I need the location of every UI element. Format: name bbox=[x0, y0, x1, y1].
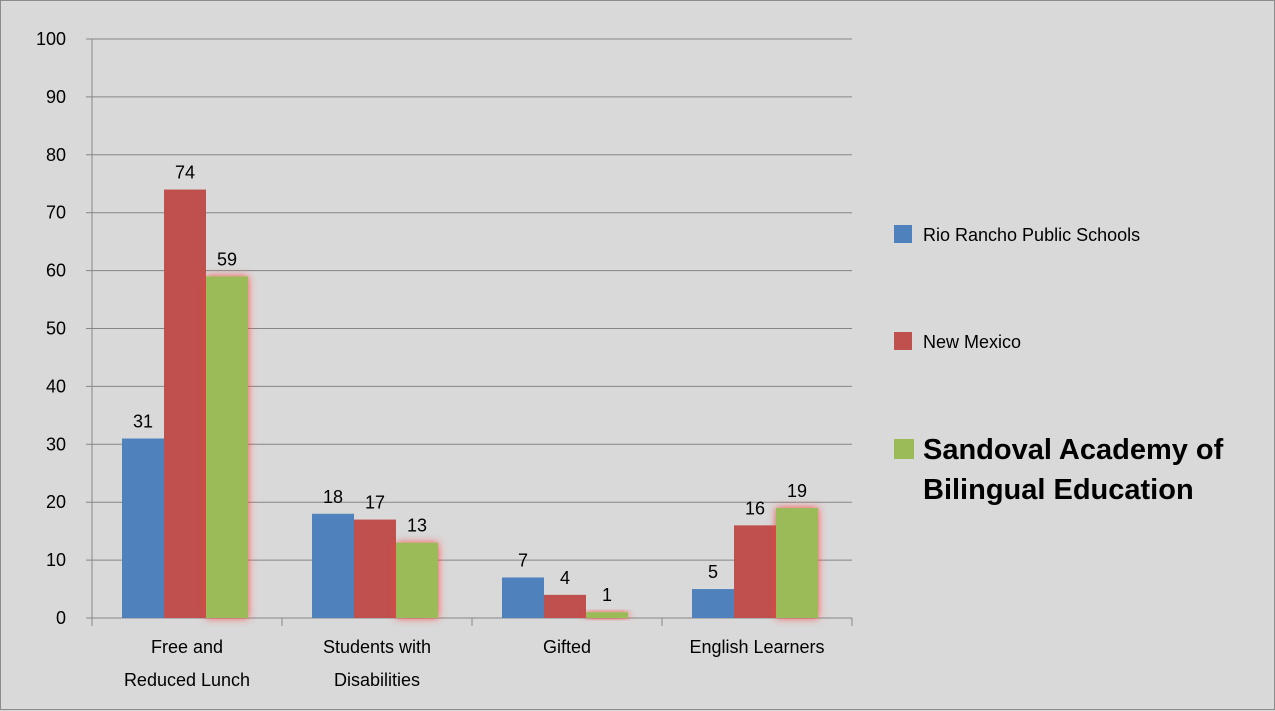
bar bbox=[206, 276, 248, 618]
legend-label: New Mexico bbox=[923, 332, 1021, 352]
y-tick-label: 100 bbox=[36, 29, 66, 49]
bar bbox=[502, 577, 544, 618]
bar bbox=[734, 525, 776, 618]
x-tick-label: Free and bbox=[151, 637, 223, 657]
data-labels: 31 18 7 5 74 17 4 16 59 13 1 19 bbox=[133, 163, 807, 606]
data-label: 17 bbox=[365, 493, 385, 513]
legend-swatch bbox=[894, 439, 914, 459]
y-tick-label: 60 bbox=[46, 261, 66, 281]
data-label: 5 bbox=[708, 562, 718, 582]
bar bbox=[586, 612, 628, 618]
legend-label: Rio Rancho Public Schools bbox=[923, 225, 1140, 245]
bar bbox=[122, 438, 164, 618]
data-label: 74 bbox=[175, 163, 195, 183]
bar bbox=[776, 507, 818, 618]
data-label: 1 bbox=[602, 585, 612, 605]
bar bbox=[692, 589, 734, 618]
legend-swatch bbox=[894, 225, 912, 243]
legend: Rio Rancho Public Schools New Mexico Sando… bbox=[894, 225, 1224, 506]
data-label: 16 bbox=[745, 498, 765, 518]
x-tick-label: Students with bbox=[323, 637, 431, 657]
y-tick-label: 20 bbox=[46, 492, 66, 512]
y-tick-label: 50 bbox=[46, 319, 66, 339]
y-tick-label: 90 bbox=[46, 87, 66, 107]
data-label: 18 bbox=[323, 487, 343, 507]
legend-label: Sandoval Academy of bbox=[923, 434, 1224, 466]
y-tick-label: 30 bbox=[46, 434, 66, 454]
data-label: 31 bbox=[133, 412, 153, 432]
x-tick-label: English Learners bbox=[689, 637, 824, 657]
data-label: 7 bbox=[518, 550, 528, 570]
bars bbox=[122, 189, 818, 619]
axes: 0 10 20 30 40 50 60 70 80 90 100 Free and Reduced Lu… bbox=[36, 29, 853, 690]
legend-label: Bilingual Education bbox=[923, 474, 1194, 506]
x-tick-label: Gifted bbox=[543, 637, 591, 657]
y-tick-label: 0 bbox=[56, 608, 66, 628]
y-tick-label: 10 bbox=[46, 550, 66, 570]
x-tick-label: Disabilities bbox=[334, 670, 420, 690]
y-tick-label: 80 bbox=[46, 145, 66, 165]
bar bbox=[312, 513, 354, 618]
y-tick-label: 40 bbox=[46, 376, 66, 396]
legend-swatch bbox=[894, 332, 912, 350]
data-label: 4 bbox=[560, 568, 570, 588]
data-label: 13 bbox=[407, 516, 427, 536]
bar bbox=[544, 594, 586, 618]
bar bbox=[164, 189, 206, 619]
data-label: 19 bbox=[787, 481, 807, 501]
y-tick-label: 70 bbox=[46, 203, 66, 223]
bar bbox=[396, 542, 438, 618]
x-tick-label: Reduced Lunch bbox=[124, 670, 250, 690]
data-label: 59 bbox=[217, 249, 237, 269]
bar bbox=[354, 519, 396, 618]
